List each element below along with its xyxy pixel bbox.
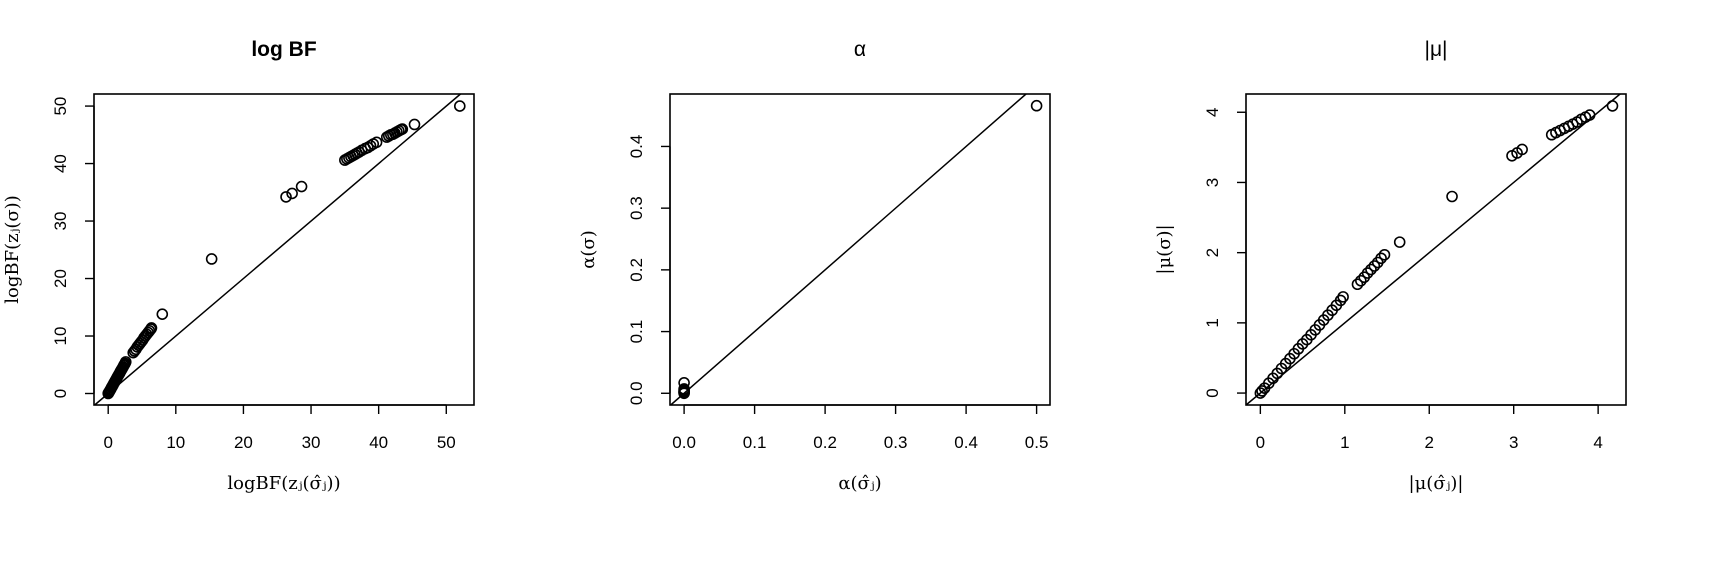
data-point — [143, 325, 156, 337]
x-tick-label: 1 — [1340, 433, 1349, 452]
data-point — [1030, 99, 1043, 112]
data-point — [678, 376, 690, 389]
x-tick-label: 50 — [437, 433, 456, 452]
x-axis-label: logBF(zⱼ(σ̂ⱼ)) — [227, 473, 340, 494]
y-tick-label: 10 — [51, 327, 70, 346]
x-axis-label: |μ(σ̂ⱼ)| — [1409, 473, 1464, 494]
panel-2: α 0.0 0.1 0.2 0.3 0.4 0.5 0.0 0.1 0.2 0.3 0.4 α(σ̂ⱼ)… — [578, 38, 1051, 494]
x-tick-label: 0.2 — [813, 433, 837, 452]
data-point — [1361, 267, 1374, 279]
x-tick-label: 2 — [1425, 433, 1434, 452]
data-point — [145, 322, 158, 334]
y-tick-label: 2 — [1203, 248, 1222, 257]
data-point — [678, 383, 690, 395]
data-point — [1516, 143, 1528, 156]
x-tick-label: 30 — [302, 433, 321, 452]
x-axis-label: α(σ̂ⱼ) — [838, 473, 881, 494]
reference-line-y-equals-x — [94, 93, 461, 406]
chart-title: log BF — [251, 38, 316, 61]
data-point — [1583, 109, 1596, 121]
data-point — [1378, 248, 1391, 261]
y-tick-label: 50 — [51, 97, 70, 116]
x-tick-label: 0.5 — [1025, 433, 1049, 452]
data-point — [1351, 278, 1364, 291]
y-tick-label: 4 — [1203, 108, 1222, 117]
x-tick-label: 0.4 — [954, 433, 978, 452]
y-tick-label: 30 — [51, 212, 70, 231]
plot-box — [93, 93, 475, 406]
plot-box — [669, 93, 1051, 406]
y-tick-label: 1 — [1203, 318, 1222, 327]
y-tick-label: 0.0 — [627, 381, 646, 405]
data-point — [119, 356, 132, 368]
data-point — [280, 191, 292, 203]
data-point — [1365, 263, 1377, 276]
data-point — [454, 100, 466, 112]
y-tick-label: 20 — [51, 269, 70, 288]
y-tick-label: 0.4 — [627, 135, 646, 159]
data-point — [1606, 100, 1619, 112]
x-tick-label: 4 — [1593, 433, 1602, 452]
data-point — [1446, 190, 1458, 203]
data-point — [396, 123, 409, 135]
data-point — [127, 346, 140, 359]
x-tick-label: 10 — [166, 433, 185, 452]
data-point — [1368, 260, 1381, 272]
y-axis-label: α(σ) — [578, 230, 599, 269]
data-point — [408, 118, 421, 131]
x-tick-label: 0 — [1256, 433, 1265, 452]
x-tick-label: 20 — [234, 433, 253, 452]
x-tick-label: 40 — [369, 433, 388, 452]
data-point — [286, 187, 298, 200]
reference-line-y-equals-x — [670, 93, 1027, 406]
data-point — [156, 308, 169, 320]
data-point — [205, 253, 218, 265]
reference-line-y-equals-x — [1245, 93, 1621, 406]
x-tick-label: 0.0 — [672, 433, 696, 452]
data-point — [1337, 291, 1349, 303]
data-point — [295, 180, 308, 193]
y-tick-label: 0.1 — [627, 320, 646, 344]
y-axis-label: |μ(σ)| — [1154, 224, 1175, 274]
chart-title: α — [854, 38, 866, 61]
y-tick-label: 0 — [51, 389, 70, 398]
panel-3: |μ| 0 1 2 3 4 0 1 2 3 4 |μ(σ̂ⱼ)| |μ(σ)| — [1154, 38, 1627, 494]
data-point — [1375, 252, 1387, 265]
x-tick-label: 3 — [1509, 433, 1518, 452]
y-tick-label: 0.2 — [627, 258, 646, 282]
y-tick-label: 3 — [1203, 178, 1222, 187]
data-point — [134, 337, 146, 350]
y-tick-label: 0 — [1203, 388, 1222, 397]
y-tick-label: 0.3 — [627, 196, 646, 220]
x-tick-label: 0 — [103, 433, 112, 452]
data-point — [1393, 236, 1406, 248]
x-tick-label: 0.3 — [884, 433, 908, 452]
chart-title: |μ| — [1424, 38, 1447, 61]
y-tick-label: 40 — [51, 154, 70, 173]
data-point — [370, 136, 383, 149]
panel-1: log BF 0 10 20 30 40 50 0 10 20 30 40 50 logBF(zⱼ(σ̂ⱼ… — [2, 38, 475, 494]
data-point — [1355, 274, 1367, 287]
x-tick-label: 0.1 — [743, 433, 767, 452]
data-point — [1256, 385, 1268, 397]
y-axis-label: logBF(zⱼ(σ)) — [2, 195, 23, 303]
